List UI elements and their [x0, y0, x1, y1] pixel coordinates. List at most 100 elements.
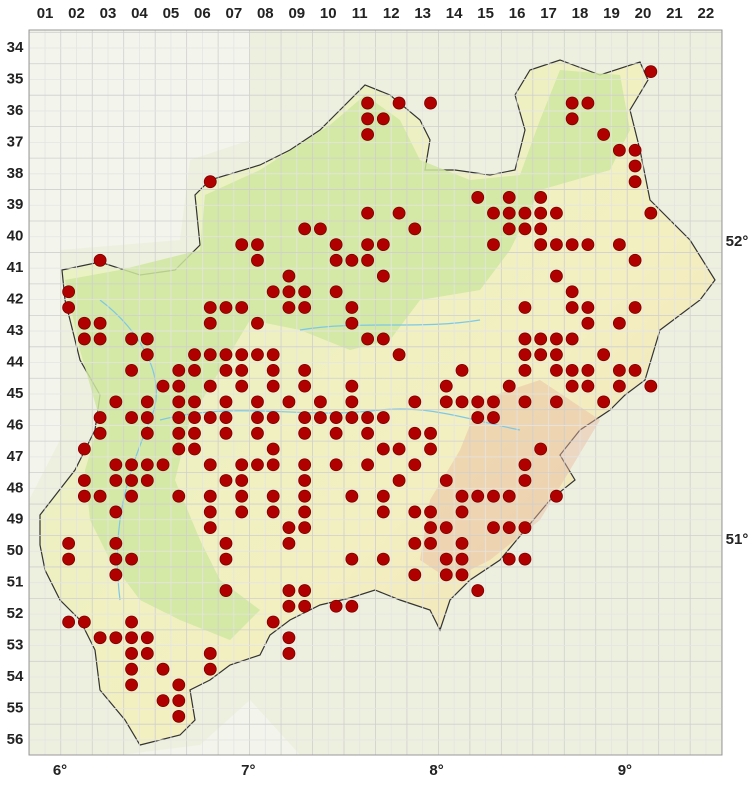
occurrence-dot: [565, 96, 579, 110]
occurrence-dot: [125, 411, 138, 424]
occurrence-dot: [534, 238, 548, 251]
occurrence-dot: [219, 363, 233, 377]
occurrence-dot: [125, 662, 138, 676]
occurrence-dot: [235, 489, 249, 503]
occurrence-dot: [251, 348, 264, 362]
occurrence-dot: [565, 238, 579, 251]
occurrence-dot: [188, 348, 201, 362]
occurrence-dot: [77, 316, 91, 330]
column-label: 11: [352, 5, 368, 22]
occurrence-dot: [424, 505, 437, 519]
occurrence-dot: [502, 552, 516, 566]
occurrence-dot: [455, 505, 469, 519]
row-label: 50: [7, 542, 24, 559]
occurrence-dot: [361, 96, 375, 110]
occurrence-dot: [376, 552, 390, 566]
occurrence-dot: [125, 474, 138, 487]
occurrence-dot: [298, 301, 312, 314]
occurrence-dot: [361, 253, 375, 267]
occurrence-dot: [266, 458, 280, 472]
occurrence-dot: [487, 395, 500, 409]
occurrence-dot: [502, 489, 516, 503]
occurrence-dot: [172, 694, 186, 708]
row-label: 55: [7, 699, 24, 716]
column-label: 02: [68, 5, 85, 22]
occurrence-dot: [612, 363, 626, 377]
occurrence-dot: [628, 363, 642, 377]
occurrence-dot: [502, 191, 516, 204]
occurrence-dot: [581, 379, 595, 393]
occurrence-dot: [455, 552, 469, 566]
occurrence-dot: [565, 363, 579, 377]
occurrence-dot: [550, 489, 563, 503]
occurrence-dot: [203, 505, 217, 519]
occurrence-dot: [376, 411, 390, 424]
occurrence-dot: [392, 206, 406, 220]
occurrence-dot: [628, 253, 642, 267]
occurrence-dot: [251, 458, 264, 472]
occurrence-dot: [203, 316, 217, 330]
row-label: 56: [7, 731, 24, 748]
occurrence-dot: [188, 426, 201, 440]
column-label: 01: [37, 5, 54, 22]
occurrence-dot: [235, 379, 249, 393]
occurrence-dot: [518, 395, 532, 409]
occurrence-dot: [455, 489, 469, 503]
occurrence-dot: [203, 411, 217, 424]
occurrence-dot: [251, 238, 264, 251]
occurrence-dot: [140, 631, 154, 645]
occurrence-dot: [266, 285, 280, 299]
occurrence-dot: [219, 301, 233, 314]
occurrence-dot: [282, 269, 296, 283]
occurrence-dot: [235, 348, 249, 362]
occurrence-dot: [471, 584, 485, 597]
occurrence-dot: [125, 631, 138, 645]
occurrence-dot: [518, 458, 532, 472]
occurrence-dot: [282, 395, 296, 409]
occurrence-dot: [188, 411, 201, 424]
row-label: 34: [7, 39, 24, 56]
occurrence-dot: [109, 458, 123, 472]
column-label: 15: [477, 5, 494, 22]
occurrence-dot: [125, 647, 138, 660]
occurrence-dot: [455, 568, 469, 582]
occurrence-dot: [424, 442, 437, 456]
occurrence-dot: [156, 694, 170, 708]
occurrence-dot: [471, 411, 485, 424]
occurrence-dot: [612, 316, 626, 330]
occurrence-dot: [298, 474, 312, 487]
occurrence-dot: [266, 379, 280, 393]
occurrence-dot: [203, 458, 217, 472]
occurrence-dot: [282, 285, 296, 299]
occurrence-dot: [172, 489, 186, 503]
occurrence-dot: [235, 301, 249, 314]
occurrence-dot: [439, 379, 453, 393]
occurrence-dot: [298, 426, 312, 440]
occurrence-dot: [534, 191, 548, 204]
column-label: 04: [131, 5, 148, 22]
occurrence-dot: [188, 442, 201, 456]
column-label: 08: [257, 5, 274, 22]
occurrence-dot: [455, 536, 469, 550]
occurrence-dot: [439, 395, 453, 409]
occurrence-dot: [203, 647, 217, 660]
occurrence-dot: [518, 222, 532, 236]
occurrence-dot: [502, 206, 516, 220]
occurrence-dot: [298, 222, 312, 236]
column-label: 17: [540, 5, 557, 22]
occurrence-dot: [345, 379, 359, 393]
occurrence-dot: [140, 411, 154, 424]
occurrence-dot: [376, 238, 390, 251]
occurrence-dot: [345, 552, 359, 566]
longitude-label: 9°: [618, 762, 632, 779]
occurrence-dot: [424, 536, 437, 550]
occurrence-dot: [140, 458, 154, 472]
row-label: 35: [7, 70, 24, 87]
occurrence-dot: [392, 442, 406, 456]
occurrence-dot: [298, 505, 312, 519]
occurrence-dot: [502, 222, 516, 236]
row-label: 40: [7, 228, 24, 245]
occurrence-dot: [219, 411, 233, 424]
occurrence-dot: [172, 709, 186, 723]
occurrence-dot: [203, 301, 217, 314]
